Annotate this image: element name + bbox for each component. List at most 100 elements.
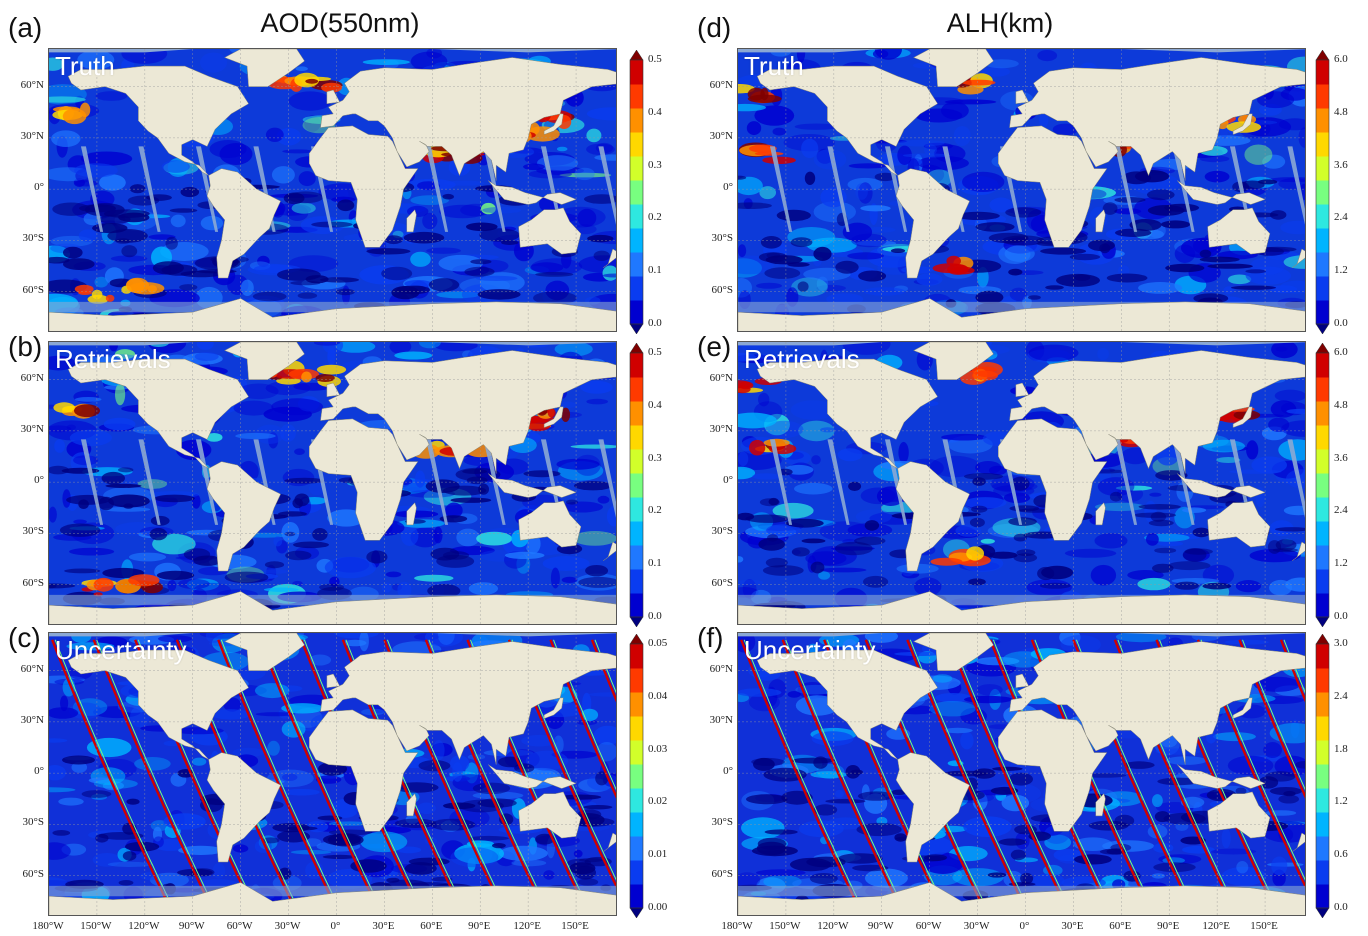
lon-label: 60°E <box>420 920 443 932</box>
graticule <box>49 633 616 915</box>
lat-label: 30°N <box>20 129 44 142</box>
lat-label: 30°N <box>709 713 733 726</box>
lat-label: 60°N <box>20 662 44 675</box>
lon-label: 30°W <box>274 920 301 932</box>
panel-title-b: Retrievals <box>55 344 171 374</box>
map-panel-d: Truth <box>737 48 1306 332</box>
lon-label: 0° <box>330 920 341 932</box>
colorbar-a <box>629 50 644 334</box>
lat-label: 30°N <box>20 713 44 726</box>
lat-label: 60°S <box>22 867 44 880</box>
colorbar-tick: 0.00 <box>648 901 668 913</box>
graticule <box>49 342 616 624</box>
colorbar-f <box>1315 634 1330 918</box>
colorbar-tick: 0.0 <box>648 317 662 329</box>
colorbar-tick: 0.2 <box>648 211 662 224</box>
lat-label: 30°N <box>709 129 733 142</box>
land-mask <box>49 342 616 624</box>
lon-label: 150°E <box>561 920 589 932</box>
lat-label: 30°S <box>711 525 733 538</box>
colorbar-tick: 3.0 <box>1334 637 1348 649</box>
colorbar-tick: 0.1 <box>648 264 662 277</box>
lat-label: 60°N <box>709 371 733 384</box>
colorbar-tick: 0.6 <box>1334 848 1348 861</box>
lat-label: 0° <box>34 474 44 487</box>
graticule <box>738 633 1305 915</box>
lon-label: 150°W <box>769 920 801 932</box>
lon-label: 120°E <box>513 920 541 932</box>
panel-title-d: Truth <box>744 51 804 81</box>
colorbar-tick: 0.04 <box>648 689 668 702</box>
map-panel-c: Uncertainty <box>48 632 617 916</box>
map-svg-f <box>738 633 1305 915</box>
graticule <box>49 49 616 331</box>
colorbar-tick: 0.0 <box>1334 901 1348 913</box>
lon-label: 180°W <box>721 920 753 932</box>
column-title-0: AOD(550nm) <box>260 8 420 38</box>
lon-label: 30°E <box>1061 920 1084 932</box>
lon-label: 90°E <box>468 920 491 932</box>
lat-label: 30°S <box>22 816 44 829</box>
lat-label: 30°N <box>709 422 733 435</box>
lat-label: 30°S <box>22 525 44 538</box>
colorbar-b <box>629 343 644 627</box>
map-svg-d <box>738 49 1305 331</box>
colorbar-c <box>629 634 644 918</box>
lon-label: 90°W <box>178 920 205 932</box>
lat-label: 60°N <box>709 78 733 91</box>
lon-label: 150°W <box>80 920 112 932</box>
colorbar-tick: 3.6 <box>1334 158 1348 171</box>
colorbar-tick: 1.8 <box>1334 742 1348 755</box>
lon-label: 0° <box>1019 920 1030 932</box>
lat-label: 0° <box>723 181 733 194</box>
lon-label: 60°W <box>915 920 942 932</box>
panel-title-c: Uncertainty <box>55 635 187 665</box>
colorbar-tick: 0.0 <box>1334 317 1348 329</box>
map-panel-b: Retrievals <box>48 341 617 625</box>
colorbar-tick: 0.0 <box>1334 610 1348 622</box>
panel-label-c: (c) <box>8 622 41 653</box>
colorbar-tick: 0.05 <box>648 637 668 649</box>
land-mask <box>49 49 616 331</box>
lat-label: 30°N <box>20 422 44 435</box>
panel-title-a: Truth <box>55 51 115 81</box>
colorbar-tick: 0.2 <box>648 504 662 517</box>
panel-label-d: (d) <box>697 12 732 43</box>
panel-title-f: Uncertainty <box>744 635 876 665</box>
map-svg-e <box>738 342 1305 624</box>
colorbar-tick: 4.8 <box>1334 398 1348 411</box>
colorbar-tick: 0.4 <box>648 105 662 118</box>
lon-label: 150°E <box>1250 920 1278 932</box>
land-mask <box>49 633 616 915</box>
lat-label: 60°S <box>711 867 733 880</box>
panel-label-b: (b) <box>8 331 43 362</box>
map-svg-a <box>49 49 616 331</box>
map-panel-e: Retrievals <box>737 341 1306 625</box>
graticule <box>738 342 1305 624</box>
colorbar-tick: 3.6 <box>1334 451 1348 464</box>
map-panel-f: Uncertainty <box>737 632 1306 916</box>
lat-label: 60°S <box>22 576 44 589</box>
lon-label: 120°E <box>1202 920 1230 932</box>
column-title-1: ALH(km) <box>946 8 1054 38</box>
colorbar-d <box>1315 50 1330 334</box>
colorbar-tick: 0.3 <box>648 451 662 464</box>
lat-label: 0° <box>34 765 44 778</box>
lon-label: 120°W <box>817 920 849 932</box>
lat-label: 60°S <box>711 283 733 296</box>
map-panel-a: Truth <box>48 48 617 332</box>
lon-label: 60°E <box>1109 920 1132 932</box>
panel-label-a: (a) <box>8 12 43 43</box>
colorbar-tick: 0.01 <box>648 848 668 861</box>
colorbar-tick: 0.3 <box>648 158 662 171</box>
land-mask <box>738 49 1305 331</box>
colorbar-tick: 2.4 <box>1334 689 1348 702</box>
colorbar-tick: 0.5 <box>648 53 662 65</box>
lat-label: 60°N <box>20 371 44 384</box>
colorbar-tick: 4.8 <box>1334 105 1348 118</box>
colorbar-tick: 0.03 <box>648 742 668 755</box>
lat-label: 0° <box>34 181 44 194</box>
map-svg-b <box>49 342 616 624</box>
lon-label: 120°W <box>128 920 160 932</box>
panel-title-e: Retrievals <box>744 344 860 374</box>
